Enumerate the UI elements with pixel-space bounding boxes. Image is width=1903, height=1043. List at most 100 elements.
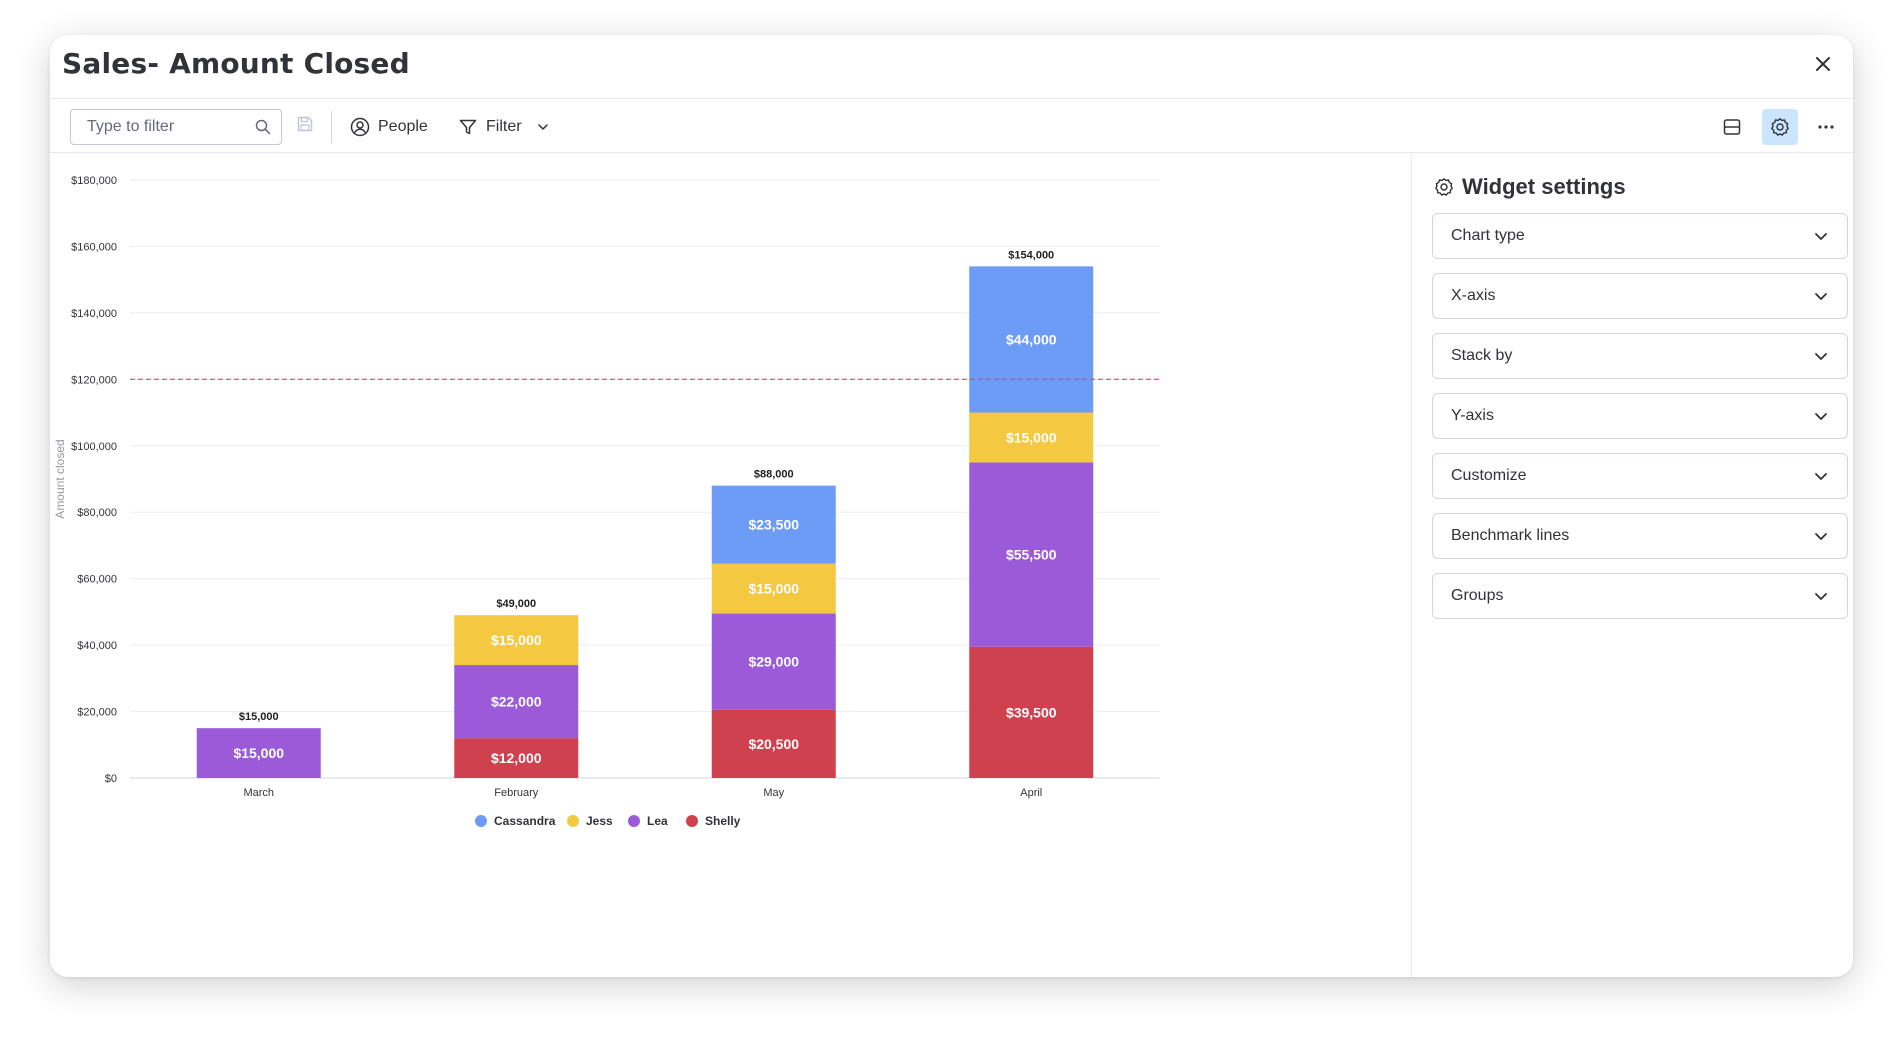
gear-icon — [1435, 178, 1453, 196]
people-filter-button[interactable]: People — [344, 109, 434, 145]
bar-segment — [711, 709, 836, 778]
layout-split-icon — [1723, 119, 1741, 135]
search-input[interactable] — [71, 110, 251, 144]
segment-value-label: $20,500 — [748, 736, 799, 752]
y-tick-label: $100,000 — [71, 441, 117, 453]
gear-icon — [1771, 118, 1789, 136]
chart-area: $0 $20,000 $40,000 $60,000 $80,000 $100,000 $1… — [50, 154, 1411, 977]
legend-swatch — [567, 815, 579, 827]
segment-value-label: $23,500 — [748, 517, 799, 533]
settings-panel: Widget settings Chart type X-axis Stack … — [1411, 154, 1853, 977]
bar-total-label: $154,000 — [1008, 249, 1054, 261]
bar-segment — [711, 563, 836, 614]
y-tick-label: $0 — [105, 773, 117, 785]
bar-segment — [454, 665, 579, 739]
bar-segment — [969, 646, 1094, 778]
setting-stack-by[interactable]: Stack by — [1432, 333, 1848, 379]
chevron-down-icon — [1815, 593, 1827, 600]
filter-button[interactable]: Filter — [452, 109, 556, 145]
panel-title-text: Widget settings — [1462, 174, 1626, 199]
y-tick-label: $60,000 — [77, 574, 117, 586]
chevron-down-icon — [1815, 473, 1827, 480]
chevron-down-icon — [537, 124, 548, 130]
setting-customize[interactable]: Customize — [1432, 453, 1848, 499]
funnel-icon — [459, 119, 477, 135]
layout-button[interactable] — [1714, 109, 1750, 145]
y-tick-label: $140,000 — [71, 308, 117, 320]
setting-chart-type[interactable]: Chart type — [1432, 213, 1848, 259]
segment-value-label: $15,000 — [233, 745, 284, 761]
setting-label: Y-axis — [1451, 407, 1494, 424]
y-tick-label: $180,000 — [71, 175, 117, 187]
legend-swatch — [475, 815, 487, 827]
search-box — [70, 109, 282, 145]
segment-value-label: $22,000 — [491, 694, 542, 710]
legend-swatch — [686, 815, 698, 827]
bar-total-label: $88,000 — [754, 469, 794, 481]
segment-value-label: $15,000 — [1006, 429, 1057, 445]
setting-groups[interactable]: Groups — [1432, 573, 1848, 619]
setting-label: Groups — [1451, 587, 1504, 604]
widget-window: Sales- Amount Closed P — [50, 35, 1853, 977]
legend-label: Shelly — [705, 814, 741, 828]
bar-segment — [969, 266, 1094, 413]
panel-title: Widget settings — [1434, 174, 1626, 200]
setting-x-axis[interactable]: X-axis — [1432, 273, 1848, 319]
bar-segment — [969, 412, 1094, 463]
more-options-button[interactable] — [1808, 109, 1844, 145]
bar-segment — [969, 462, 1094, 647]
segment-value-label: $12,000 — [491, 750, 542, 766]
bar-total-label: $15,000 — [239, 711, 279, 723]
x-tick-label: May — [763, 787, 784, 799]
widget-settings-button[interactable] — [1762, 109, 1798, 145]
chevron-down-icon — [1815, 533, 1827, 540]
search-icon — [255, 119, 271, 135]
setting-benchmark-lines[interactable]: Benchmark lines — [1432, 513, 1848, 559]
toolbar-divider — [331, 111, 332, 143]
bar-segment — [711, 613, 836, 710]
x-tick-label: March — [243, 787, 274, 799]
y-tick-label: $80,000 — [77, 507, 117, 519]
x-tick-label: April — [1020, 787, 1042, 799]
setting-y-axis[interactable]: Y-axis — [1432, 393, 1848, 439]
setting-label: Chart type — [1451, 227, 1525, 244]
segment-value-label: $15,000 — [748, 581, 799, 597]
filter-label: Filter — [486, 118, 522, 135]
close-button[interactable] — [1807, 48, 1839, 80]
people-label: People — [378, 118, 428, 135]
chevron-down-icon — [1815, 293, 1827, 300]
setting-label: Customize — [1451, 467, 1527, 484]
bar-segment — [454, 738, 579, 778]
segment-value-label: $39,500 — [1006, 704, 1057, 720]
setting-label: Benchmark lines — [1451, 527, 1570, 544]
segment-value-label: $15,000 — [491, 632, 542, 648]
stacked-bar-chart: $0 $20,000 $40,000 $60,000 $80,000 $100,000 $1… — [53, 175, 1160, 828]
y-tick-label: $160,000 — [71, 241, 117, 253]
x-tick-label: February — [494, 787, 539, 799]
legend-swatch — [628, 815, 640, 827]
y-tick-label: $120,000 — [71, 374, 117, 386]
title-bar: Sales- Amount Closed — [50, 35, 1853, 99]
chevron-down-icon — [1815, 353, 1827, 360]
bar-segment — [196, 728, 321, 778]
legend-label: Jess — [586, 814, 613, 828]
legend-label: Lea — [647, 814, 668, 828]
toolbar: People Filter — [50, 99, 1853, 153]
chevron-down-icon — [1815, 413, 1827, 420]
more-horizontal-icon — [1818, 125, 1834, 129]
bar-total-label: $49,000 — [496, 598, 536, 610]
chevron-down-icon — [1815, 233, 1827, 240]
widget-title: Sales- Amount Closed — [62, 47, 410, 80]
bar-segment — [711, 485, 836, 564]
close-icon — [1816, 57, 1830, 71]
segment-value-label: $55,500 — [1006, 547, 1057, 563]
y-tick-label: $20,000 — [77, 707, 117, 719]
setting-label: X-axis — [1451, 287, 1496, 304]
y-axis-title: Amount closed — [53, 439, 67, 518]
person-circle-icon — [350, 117, 370, 137]
setting-label: Stack by — [1451, 347, 1513, 364]
segment-value-label: $29,000 — [748, 654, 799, 670]
save-view-icon[interactable] — [296, 115, 314, 133]
segment-value-label: $44,000 — [1006, 331, 1057, 347]
bar-segment — [454, 615, 579, 666]
